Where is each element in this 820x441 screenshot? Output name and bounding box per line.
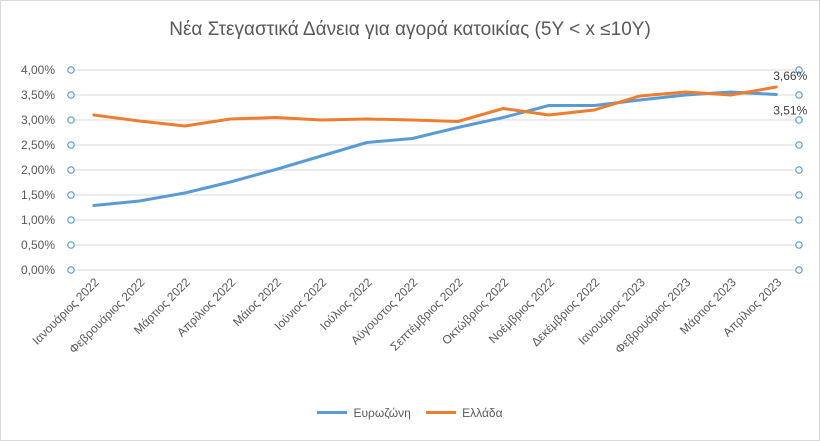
series-line-greece[interactable] <box>92 85 778 128</box>
y-tick-label: 1,00% <box>21 213 55 227</box>
legend-label-eurozone: Ευρωζώνη <box>353 405 411 420</box>
axis-handle-left[interactable] <box>67 141 75 149</box>
data-labels: 3,66% 3,51% <box>773 69 807 118</box>
axis-handle-right[interactable] <box>795 91 803 99</box>
axis-handle-left[interactable] <box>67 241 75 249</box>
y-tick-label: 2,00% <box>21 163 55 177</box>
selection-handles <box>67 66 803 274</box>
axis-handle-left[interactable] <box>67 266 75 274</box>
legend-item-greece[interactable]: Ελλάδα <box>426 405 503 420</box>
axis-handle-right[interactable] <box>795 266 803 274</box>
y-tick-label: 3,00% <box>21 113 55 127</box>
chart-title: Νέα Στεγαστικά Δάνεια για αγορά κατοικία… <box>169 19 651 40</box>
y-tick-label: 0,50% <box>21 238 55 252</box>
legend-swatch-greece <box>426 411 457 414</box>
data-label: 3,66% <box>773 69 807 83</box>
y-tick-label: 3,50% <box>21 88 55 102</box>
axis-handle-right[interactable] <box>795 166 803 174</box>
series-lines <box>92 85 778 207</box>
axis-handle-left[interactable] <box>67 166 75 174</box>
y-tick-label: 2,50% <box>21 138 55 152</box>
legend-label-greece: Ελλάδα <box>462 405 503 420</box>
axis-handle-right[interactable] <box>795 241 803 249</box>
axis-handle-right[interactable] <box>795 191 803 199</box>
y-tick-label: 1,50% <box>21 188 55 202</box>
axis-handle-left[interactable] <box>67 191 75 199</box>
y-axis-ticks: 0,00% 0,50% 1,00% 1,50% 2,00% 2,50% 3,00% 3,50%… <box>21 63 55 277</box>
axis-handle-right[interactable] <box>795 216 803 224</box>
axis-handle-left[interactable] <box>67 66 75 74</box>
x-tick-label: Φεβρουάριος 2023 <box>612 275 693 356</box>
legend-item-eurozone[interactable]: Ευρωζώνη <box>317 405 411 420</box>
x-tick-label: Φεβρουάριος 2022 <box>66 275 147 356</box>
axis-handle-left[interactable] <box>67 91 75 99</box>
data-label: 3,51% <box>773 104 807 118</box>
axis-handle-left[interactable] <box>67 116 75 124</box>
y-tick-label: 0,00% <box>21 263 55 277</box>
y-tick-label: 4,00% <box>21 63 55 77</box>
axis-handle-right[interactable] <box>795 116 803 124</box>
series-line-eurozone[interactable] <box>92 90 778 207</box>
axis-handle-right[interactable] <box>795 141 803 149</box>
axis-handle-left[interactable] <box>67 216 75 224</box>
axis-handle-right[interactable] <box>795 66 803 74</box>
legend: Ευρωζώνη Ελλάδα <box>1 403 819 420</box>
gridlines <box>71 69 799 271</box>
legend-swatch-eurozone <box>317 411 348 414</box>
